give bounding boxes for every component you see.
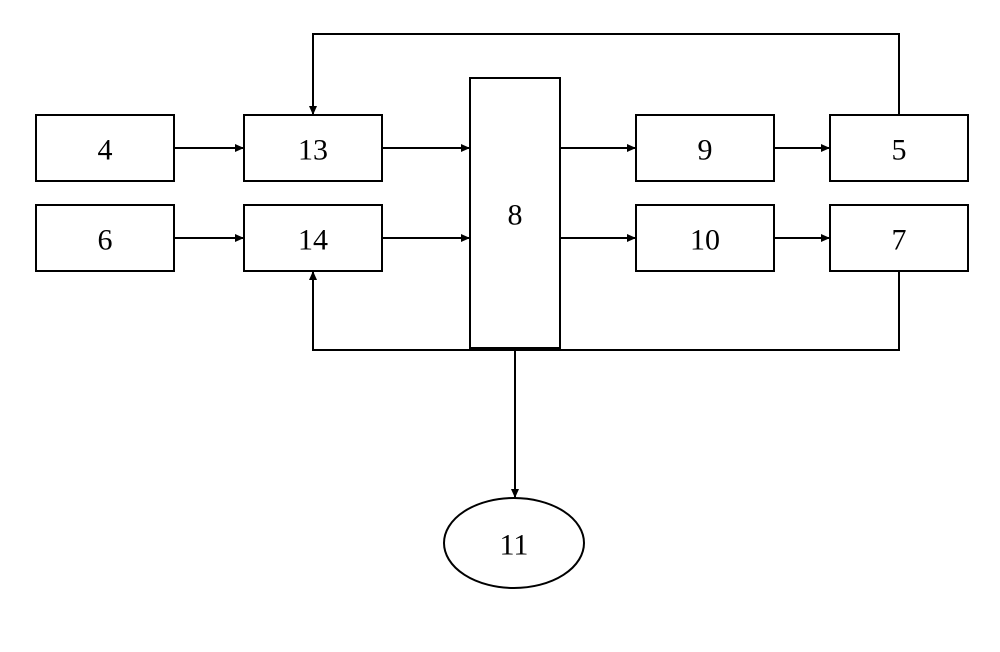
node-n9-label: 9	[698, 134, 713, 167]
edges	[174, 34, 899, 498]
node-n11-label: 11	[500, 529, 529, 562]
node-n13: 13	[244, 115, 382, 181]
node-n7-label: 7	[892, 224, 907, 257]
node-n8-label: 8	[508, 199, 523, 232]
node-n5-label: 5	[892, 134, 907, 167]
node-n13-label: 13	[298, 134, 328, 167]
node-n11: 11	[444, 498, 584, 588]
node-n6-label: 6	[98, 224, 113, 257]
edge-n5-n13	[313, 34, 899, 115]
nodes: 4 6 13 14 8 9 10 5 7 11	[36, 78, 968, 588]
block-diagram: 4 6 13 14 8 9 10 5 7 11	[0, 0, 1000, 652]
edge-n7-n14	[313, 271, 899, 350]
node-n14: 14	[244, 205, 382, 271]
node-n10-label: 10	[690, 224, 720, 257]
node-n6: 6	[36, 205, 174, 271]
node-n7: 7	[830, 205, 968, 271]
node-n4: 4	[36, 115, 174, 181]
node-n8: 8	[470, 78, 560, 348]
node-n9: 9	[636, 115, 774, 181]
node-n4-label: 4	[98, 134, 113, 167]
node-n14-label: 14	[298, 224, 328, 257]
node-n10: 10	[636, 205, 774, 271]
node-n5: 5	[830, 115, 968, 181]
